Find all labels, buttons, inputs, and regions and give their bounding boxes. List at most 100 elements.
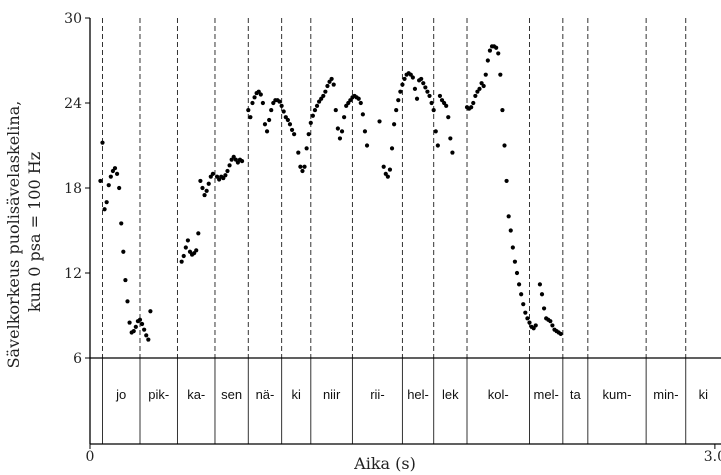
syllable-labels: jo pik-ka-sen nä-ki niir rii-hel-lek kol-mel-… [115,387,708,402]
data-point [223,173,228,178]
data-point [98,178,103,184]
data-point [302,164,307,169]
data-point [125,299,130,304]
data-point [267,117,272,123]
data-point [260,100,265,106]
data-point [262,122,268,127]
data-point [204,188,209,193]
data-point [298,164,303,169]
data-point [483,72,488,77]
data-point [539,292,545,297]
data-point [289,127,295,133]
syllable-label: min- [653,387,678,402]
data-point [321,93,326,99]
data-point [429,100,434,106]
data-point [114,171,120,176]
x-tick-label: 3.0 [704,449,721,465]
syllable-label: mel- [534,387,559,402]
data-point [504,178,509,184]
syllable-label: ta [570,387,582,402]
data-point [100,140,105,145]
data-point [402,76,407,82]
y-tick-label: 30 [64,11,82,27]
data-point [117,185,122,191]
data-point [179,259,184,264]
data-point [533,323,538,328]
data-point [210,171,215,176]
data-point [258,92,263,97]
data-point [279,103,284,108]
data-point [425,89,430,94]
y-tick-label: 6 [73,351,82,367]
data-point [450,150,455,155]
data-point [527,320,532,325]
data-point [433,129,438,134]
data-point [541,306,547,311]
data-point [412,86,418,91]
data-point [414,96,420,101]
data-point [339,129,345,134]
data-point [342,115,347,120]
syllable-boundaries [101,18,687,444]
data-point [396,98,401,103]
data-point [148,309,153,314]
y-axis-label-line-2: kun 0 psa = 100 Hz [25,152,44,312]
data-point [446,115,451,120]
data-point [123,277,128,283]
data-point [131,328,136,334]
data-point [356,96,361,101]
y-tick-label: 12 [64,266,82,282]
syllable-label: ka- [187,387,205,402]
syllable-label: hel- [407,387,429,402]
data-point [394,107,399,113]
data-point [108,174,113,179]
y-tick-label: 18 [64,181,82,197]
data-point [252,95,257,100]
data-point [264,129,270,134]
data-point [471,100,476,106]
data-point [306,132,311,137]
data-point [142,327,147,332]
data-point [500,107,505,113]
data-point [487,48,493,53]
data-point [377,119,382,124]
syllable-label: niir [323,387,341,402]
syllable-label: sen [221,387,242,402]
data-point [139,321,145,327]
data-point [287,122,293,127]
data-point [481,83,486,89]
syllable-label: lek [442,387,459,402]
data-point [112,166,118,171]
x-axis-label: Aika (s) [353,454,416,473]
data-point [331,82,336,87]
data-point [104,200,109,205]
data-point [281,109,286,114]
data-point [398,89,403,94]
data-point [202,192,207,198]
data-point [537,282,543,287]
data-point [421,81,426,86]
data-point [300,168,305,174]
syllable-label: jo [115,387,126,402]
data-point [200,185,205,191]
data-point [239,158,245,164]
x-tick-label: 0 [86,449,95,465]
pitch-points [98,44,563,342]
data-point [329,76,334,82]
data-point [550,323,555,328]
syllable-label: pik- [148,387,169,402]
data-point [448,136,453,141]
data-point [296,150,301,155]
data-point [494,45,499,50]
data-point [385,174,390,179]
data-point [410,75,415,80]
data-point [469,105,474,110]
data-point [133,324,138,329]
data-point [514,270,520,276]
data-point [498,72,503,77]
data-point [435,143,440,148]
data-point [312,107,318,113]
data-point [323,89,328,94]
data-point [523,310,528,315]
